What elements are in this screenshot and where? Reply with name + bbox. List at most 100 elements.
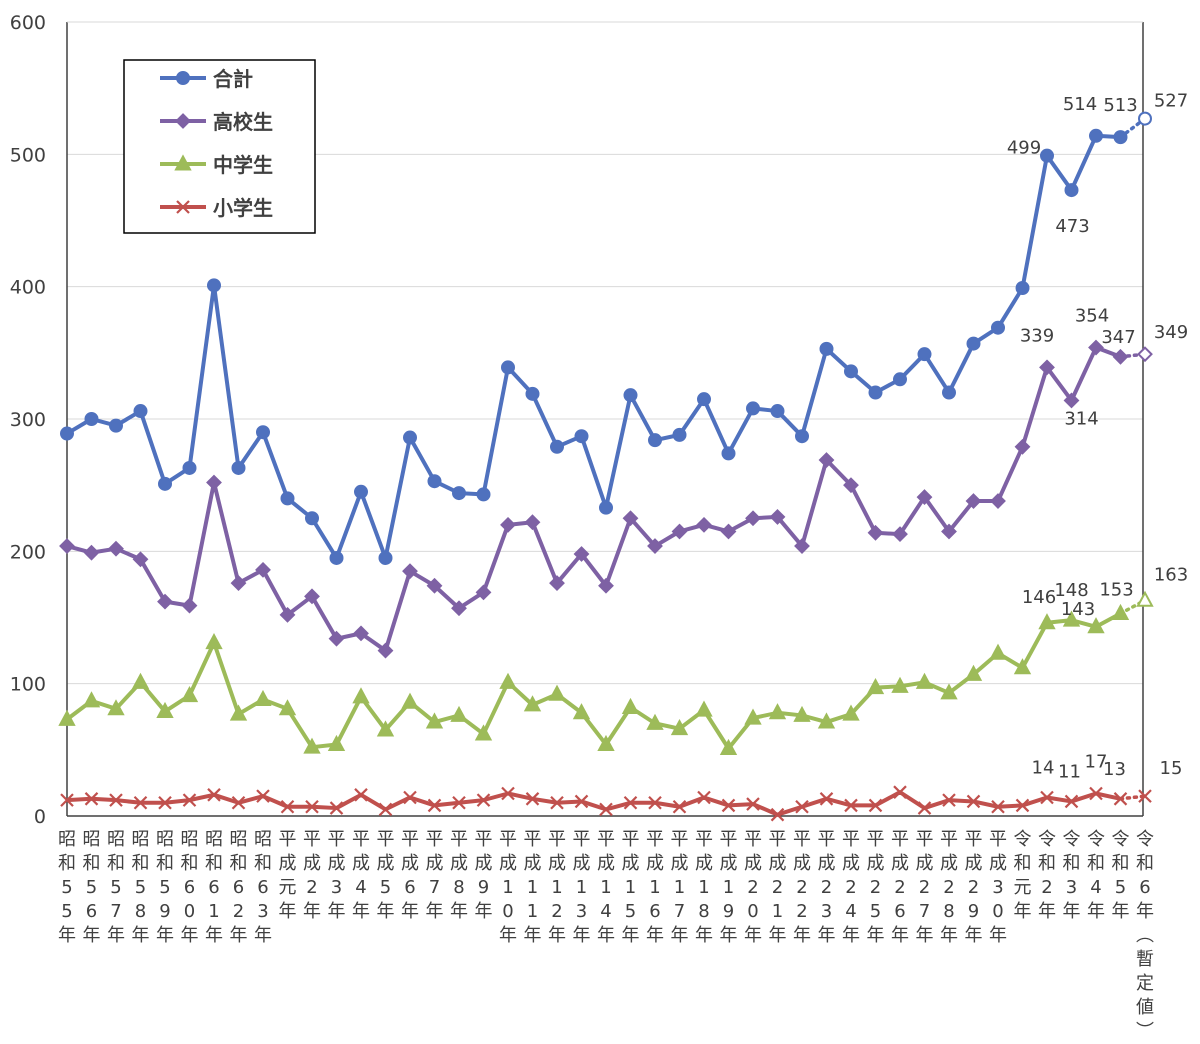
data-point bbox=[451, 600, 467, 617]
data-label: 143 bbox=[1061, 599, 1095, 620]
data-label: 513 bbox=[1103, 95, 1137, 116]
data-point bbox=[795, 799, 809, 814]
data-point bbox=[720, 523, 737, 540]
data-point bbox=[1014, 438, 1031, 455]
data-point bbox=[1087, 617, 1105, 634]
data-point bbox=[940, 683, 958, 700]
data-point bbox=[1015, 280, 1030, 295]
x-tick-label: 平成 1 9 年 bbox=[720, 829, 738, 946]
data-point bbox=[964, 664, 983, 681]
data-point bbox=[207, 788, 221, 802]
data-point bbox=[721, 798, 736, 813]
data-point bbox=[648, 433, 662, 448]
data-point bbox=[231, 460, 246, 475]
axes bbox=[66, 21, 1144, 817]
data-point bbox=[254, 689, 272, 707]
data-point bbox=[60, 793, 74, 807]
data-point bbox=[599, 802, 613, 817]
x-tick-label: 令和 4 年 bbox=[1087, 829, 1105, 922]
x-tick-label: 平成 2 2 年 bbox=[793, 829, 811, 946]
series-line-provisional bbox=[1118, 116, 1147, 139]
data-point bbox=[523, 695, 542, 712]
data-label: 473 bbox=[1055, 216, 1089, 237]
data-point bbox=[574, 429, 589, 444]
x-tick-label: 令和 6 年︵暫定値︶ bbox=[1136, 829, 1154, 1042]
data-point bbox=[156, 701, 174, 718]
data-point bbox=[255, 561, 271, 578]
data-point bbox=[158, 476, 172, 491]
data-point bbox=[915, 672, 934, 689]
data-point bbox=[966, 336, 981, 351]
data-point bbox=[59, 538, 75, 554]
series-line bbox=[65, 133, 1121, 560]
data-point bbox=[1064, 794, 1079, 809]
data-point bbox=[329, 550, 344, 565]
data-point bbox=[672, 799, 687, 814]
y-tick-label: 300 bbox=[10, 409, 46, 431]
data-point bbox=[745, 510, 761, 527]
data-point bbox=[452, 486, 466, 501]
data-point bbox=[1111, 603, 1130, 621]
x-tick-label: 昭和 5 9 年 bbox=[156, 829, 174, 946]
data-point bbox=[83, 544, 100, 561]
data-label: 17 bbox=[1085, 752, 1108, 773]
data-point bbox=[402, 563, 418, 580]
data-point bbox=[1138, 789, 1152, 803]
legend-label: 合計 bbox=[213, 67, 253, 91]
data-point bbox=[280, 799, 295, 814]
data-point bbox=[770, 807, 785, 822]
data-point bbox=[843, 477, 859, 494]
data-point bbox=[305, 511, 319, 526]
data-point bbox=[597, 734, 615, 752]
data-point bbox=[550, 795, 564, 810]
x-tick-label: 令和元年 bbox=[1014, 829, 1032, 922]
x-tick-label: 昭和 6 1 年 bbox=[205, 829, 223, 946]
x-tick-label: 平成 8 年 bbox=[450, 829, 468, 922]
x-tick-label: 平成 5 年 bbox=[377, 829, 395, 922]
data-point bbox=[229, 704, 248, 721]
x-tick-label: 令和 5 年 bbox=[1112, 829, 1130, 922]
data-label: 314 bbox=[1064, 408, 1098, 429]
data-point bbox=[697, 392, 711, 407]
data-point bbox=[942, 385, 956, 400]
data-point bbox=[1063, 392, 1080, 409]
data-point bbox=[844, 798, 858, 813]
data-point bbox=[131, 672, 150, 689]
data-point bbox=[352, 687, 370, 704]
data-point bbox=[1040, 148, 1054, 163]
data-point bbox=[868, 798, 883, 813]
data-point bbox=[230, 575, 247, 592]
x-tick-label: 平成 3 年 bbox=[328, 829, 346, 922]
series-lines bbox=[58, 111, 1154, 822]
data-point bbox=[744, 708, 762, 725]
x-tick-label: 平成 2 0 年 bbox=[744, 829, 762, 946]
x-tick-label: 平成 2 7 年 bbox=[916, 829, 934, 946]
data-point bbox=[622, 510, 639, 527]
data-point bbox=[474, 724, 493, 741]
y-axis-tick-labels: 0 100 200 300 400 500 600 bbox=[10, 12, 46, 828]
x-tick-label: 令和 2 年 bbox=[1038, 829, 1056, 922]
data-point bbox=[181, 597, 198, 614]
x-tick-label: 平成 1 3 年 bbox=[573, 829, 591, 946]
data-point bbox=[942, 793, 956, 807]
data-point bbox=[941, 523, 957, 540]
series-line-provisional bbox=[1118, 794, 1147, 801]
data-point bbox=[305, 799, 319, 814]
data-label: 148 bbox=[1054, 580, 1088, 601]
x-tick-label: 昭和 5 8 年 bbox=[132, 829, 150, 946]
data-point bbox=[916, 489, 933, 505]
data-point bbox=[525, 386, 540, 401]
data-point bbox=[158, 795, 172, 810]
y-tick-label: 600 bbox=[10, 12, 46, 34]
x-tick-label: 平成 1 0 年 bbox=[499, 829, 517, 946]
data-point bbox=[328, 630, 345, 647]
data-point bbox=[354, 484, 368, 499]
y-tick-label: 400 bbox=[10, 277, 46, 299]
x-tick-label: 平成 7 年 bbox=[426, 829, 444, 922]
data-point bbox=[818, 452, 835, 468]
data-point bbox=[769, 509, 786, 525]
data-point bbox=[205, 633, 223, 650]
data-point bbox=[157, 593, 173, 610]
